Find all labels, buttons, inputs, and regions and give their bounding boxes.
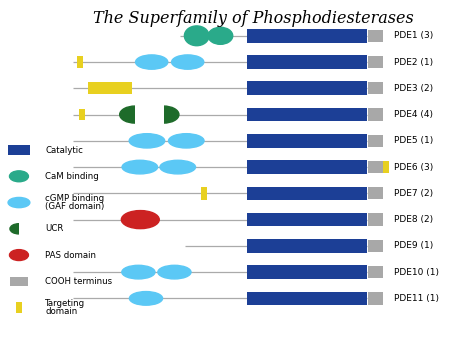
Ellipse shape bbox=[172, 55, 204, 69]
Bar bbox=[247, 55, 367, 69]
Bar bbox=[247, 108, 367, 121]
Text: PDE6 (3): PDE6 (3) bbox=[394, 163, 434, 172]
Bar bbox=[201, 187, 207, 200]
Text: cGMP binding: cGMP binding bbox=[45, 194, 104, 203]
Ellipse shape bbox=[158, 265, 191, 279]
Ellipse shape bbox=[122, 265, 155, 279]
Ellipse shape bbox=[129, 292, 163, 305]
Bar bbox=[247, 29, 367, 43]
Text: PDE7 (2): PDE7 (2) bbox=[394, 189, 434, 198]
Ellipse shape bbox=[122, 160, 157, 174]
Bar bbox=[10, 277, 28, 286]
Bar bbox=[8, 145, 30, 155]
Text: domain: domain bbox=[45, 308, 77, 316]
Bar bbox=[383, 162, 389, 173]
Text: CaM binding: CaM binding bbox=[45, 172, 99, 181]
Bar bbox=[247, 134, 367, 148]
Bar bbox=[368, 135, 383, 147]
Ellipse shape bbox=[119, 106, 150, 123]
Bar bbox=[19, 223, 33, 235]
Bar bbox=[368, 161, 383, 173]
Ellipse shape bbox=[10, 224, 28, 234]
Text: PDE2 (1): PDE2 (1) bbox=[394, 58, 434, 66]
Bar bbox=[79, 109, 85, 120]
Bar bbox=[76, 56, 83, 68]
Text: PDE11 (1): PDE11 (1) bbox=[394, 294, 439, 303]
Ellipse shape bbox=[9, 250, 28, 261]
Bar bbox=[16, 302, 22, 313]
Bar bbox=[247, 187, 367, 200]
Bar bbox=[368, 292, 383, 305]
Bar bbox=[368, 30, 383, 42]
Text: PDE1 (3): PDE1 (3) bbox=[394, 31, 434, 40]
Bar bbox=[88, 82, 132, 94]
Bar bbox=[247, 239, 367, 253]
Text: Catalytic: Catalytic bbox=[45, 146, 83, 154]
Bar bbox=[368, 213, 383, 226]
Text: UCR: UCR bbox=[45, 224, 64, 233]
Bar bbox=[247, 213, 367, 226]
Text: PDE9 (1): PDE9 (1) bbox=[394, 241, 434, 250]
Ellipse shape bbox=[136, 55, 168, 69]
Text: The Superfamily of Phosphodiesterases: The Superfamily of Phosphodiesterases bbox=[93, 10, 414, 27]
Bar bbox=[368, 187, 383, 199]
Ellipse shape bbox=[121, 210, 159, 228]
Text: PAS domain: PAS domain bbox=[45, 251, 96, 260]
Ellipse shape bbox=[8, 197, 30, 208]
Text: PDE5 (1): PDE5 (1) bbox=[394, 136, 434, 145]
Text: COOH terminus: COOH terminus bbox=[45, 277, 112, 286]
Text: PDE3 (2): PDE3 (2) bbox=[394, 84, 434, 93]
Bar bbox=[247, 81, 367, 95]
Bar bbox=[368, 108, 383, 121]
Ellipse shape bbox=[169, 134, 204, 148]
Ellipse shape bbox=[208, 27, 233, 44]
Ellipse shape bbox=[9, 171, 28, 182]
Bar bbox=[368, 56, 383, 68]
Text: Targeting: Targeting bbox=[45, 299, 85, 308]
Bar bbox=[247, 265, 367, 279]
Ellipse shape bbox=[160, 160, 195, 174]
Text: PDE10 (1): PDE10 (1) bbox=[394, 268, 439, 277]
Bar bbox=[135, 105, 155, 124]
Bar bbox=[247, 292, 367, 305]
Text: PDE8 (2): PDE8 (2) bbox=[394, 215, 434, 224]
Bar bbox=[368, 266, 383, 278]
Bar bbox=[247, 160, 367, 174]
Ellipse shape bbox=[148, 106, 179, 123]
Bar bbox=[143, 105, 164, 124]
Text: (GAF domain): (GAF domain) bbox=[45, 202, 104, 211]
Text: PDE4 (4): PDE4 (4) bbox=[394, 110, 433, 119]
Ellipse shape bbox=[129, 134, 165, 148]
Bar bbox=[368, 82, 383, 94]
Ellipse shape bbox=[184, 26, 209, 46]
Bar bbox=[368, 240, 383, 252]
